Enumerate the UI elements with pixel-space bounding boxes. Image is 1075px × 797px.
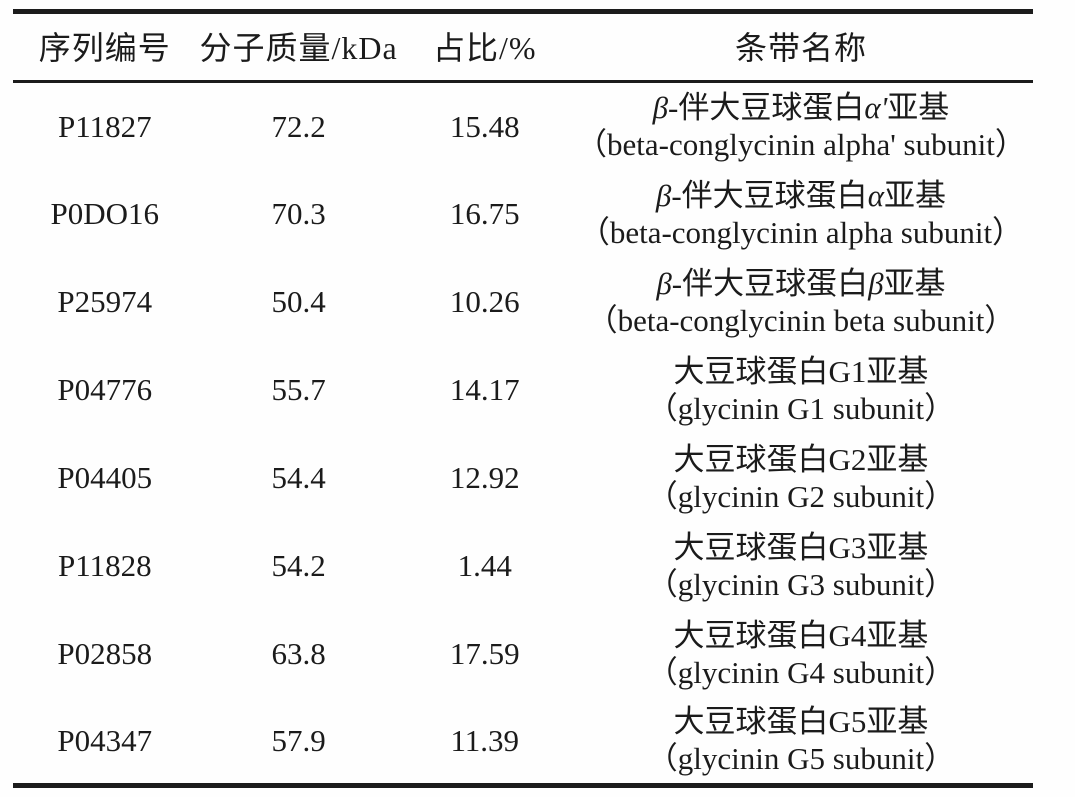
band-name-chinese: β-伴大豆球蛋白α亚基: [655, 177, 946, 213]
header-row: 序列编号 分子质量/kDa 占比/% 条带名称: [13, 11, 1033, 83]
sequence-id-cell: P02858: [57, 636, 153, 671]
percentage-cell: 16.75: [449, 196, 520, 231]
band-name-cell: 大豆球蛋白G3亚基 （glycinin G3 subunit）: [569, 522, 1033, 610]
table-row: P11827 72.2 15.48 β-伴大豆球蛋白α'亚基 （beta-conglyc…: [13, 82, 1033, 170]
table-row: P0DO16 70.3 16.75 β-伴大豆球蛋白α亚基 （beta-conglyci…: [13, 170, 1033, 258]
percentage-cell: 11.39: [450, 722, 520, 758]
band-name-english: （glycinin G2 subunit）: [646, 478, 956, 514]
sequence-id-cell: P25974: [57, 284, 153, 319]
band-name-chinese: 大豆球蛋白G3亚基: [673, 529, 929, 565]
band-name-cell: 大豆球蛋白G1亚基 （glycinin G1 subunit）: [569, 346, 1033, 434]
band-name-cell: 大豆球蛋白G2亚基 （glycinin G2 subunit）: [569, 434, 1033, 522]
band-name-chinese: 大豆球蛋白G4亚基: [673, 617, 929, 653]
column-header-percentage: 占比/%: [400, 11, 569, 83]
table-body: P11827 72.2 15.48 β-伴大豆球蛋白α'亚基 （beta-conglyc…: [13, 82, 1033, 786]
band-name-cell: β-伴大豆球蛋白α亚基 （beta-conglycinin alpha subun…: [569, 170, 1033, 258]
protein-band-table: 序列编号 分子质量/kDa 占比/% 条带名称 P11827 72.2 15.48 β…: [13, 9, 1033, 788]
column-header-sequence-id: 序列编号: [13, 11, 197, 83]
molecular-mass-cell: 70.3: [271, 196, 326, 231]
sequence-id-cell: P04776: [57, 372, 153, 407]
percentage-cell: 15.48: [449, 108, 520, 144]
molecular-mass-cell: 50.4: [271, 284, 326, 319]
sequence-id-cell: P11828: [58, 548, 152, 583]
table-row: P04347 57.9 11.39 大豆球蛋白G5亚基 （glycinin G5 sub…: [13, 698, 1033, 786]
band-name-english: （glycinin G5 subunit）: [646, 741, 956, 777]
band-name-cell: 大豆球蛋白G4亚基 （glycinin G4 subunit）: [569, 610, 1033, 698]
band-name-chinese: β-伴大豆球蛋白α'亚基: [652, 90, 950, 126]
column-header-band-name: 条带名称: [568, 11, 1033, 83]
percentage-cell: 1.44: [457, 548, 512, 583]
molecular-mass-cell: 57.9: [271, 722, 326, 758]
table-header: 序列编号 分子质量/kDa 占比/% 条带名称: [13, 11, 1033, 83]
band-name-chinese: 大豆球蛋白G1亚基: [673, 353, 929, 389]
molecular-mass-cell: 55.7: [271, 372, 326, 407]
band-name-english: （glycinin G1 subunit）: [646, 390, 956, 426]
sequence-id-cell: P04347: [57, 722, 153, 758]
sequence-id-cell: P11827: [58, 108, 152, 144]
molecular-mass-cell: 63.8: [271, 636, 326, 671]
molecular-mass-cell: 54.4: [271, 460, 326, 495]
molecular-mass-cell: 54.2: [271, 548, 326, 583]
column-header-molecular-mass: 分子质量/kDa: [196, 11, 401, 83]
band-name-english: （beta-conglycinin alpha' subunit）: [576, 127, 1026, 163]
sequence-id-cell: P04405: [57, 460, 153, 495]
band-name-cell: β-伴大豆球蛋白β亚基 （beta-conglycinin beta subuni…: [569, 258, 1033, 346]
percentage-cell: 12.92: [449, 460, 520, 495]
band-name-chinese: 大豆球蛋白G5亚基: [673, 704, 929, 740]
band-name-english: （glycinin G4 subunit）: [646, 654, 956, 690]
band-name-chinese: 大豆球蛋白G2亚基: [673, 441, 929, 477]
percentage-cell: 14.17: [449, 372, 520, 407]
table-row: P04776 55.7 14.17 大豆球蛋白G1亚基 （glycinin G1 sub…: [13, 346, 1033, 434]
percentage-cell: 10.26: [449, 284, 520, 319]
table-row: P04405 54.4 12.92 大豆球蛋白G2亚基 （glycinin G2 sub…: [13, 434, 1033, 522]
sequence-id-cell: P0DO16: [50, 196, 160, 231]
band-name-cell: β-伴大豆球蛋白α'亚基 （beta-conglycinin alpha' sub…: [569, 82, 1033, 170]
band-name-chinese: β-伴大豆球蛋白β亚基: [656, 265, 946, 301]
band-name-cell: 大豆球蛋白G5亚基 （glycinin G5 subunit）: [569, 698, 1033, 786]
band-name-english: （beta-conglycinin beta subunit）: [586, 302, 1016, 338]
table-row: P02858 63.8 17.59 大豆球蛋白G4亚基 （glycinin G4 sub…: [13, 610, 1033, 698]
molecular-mass-cell: 72.2: [271, 108, 326, 144]
band-name-english: （beta-conglycinin alpha subunit）: [578, 214, 1024, 250]
table-row: P11828 54.2 1.44 大豆球蛋白G3亚基 （glycinin G3 subu…: [13, 522, 1033, 610]
percentage-cell: 17.59: [449, 636, 520, 671]
band-name-english: （glycinin G3 subunit）: [646, 566, 956, 602]
table-row: P25974 50.4 10.26 β-伴大豆球蛋白β亚基 （beta-conglyci…: [13, 258, 1033, 346]
